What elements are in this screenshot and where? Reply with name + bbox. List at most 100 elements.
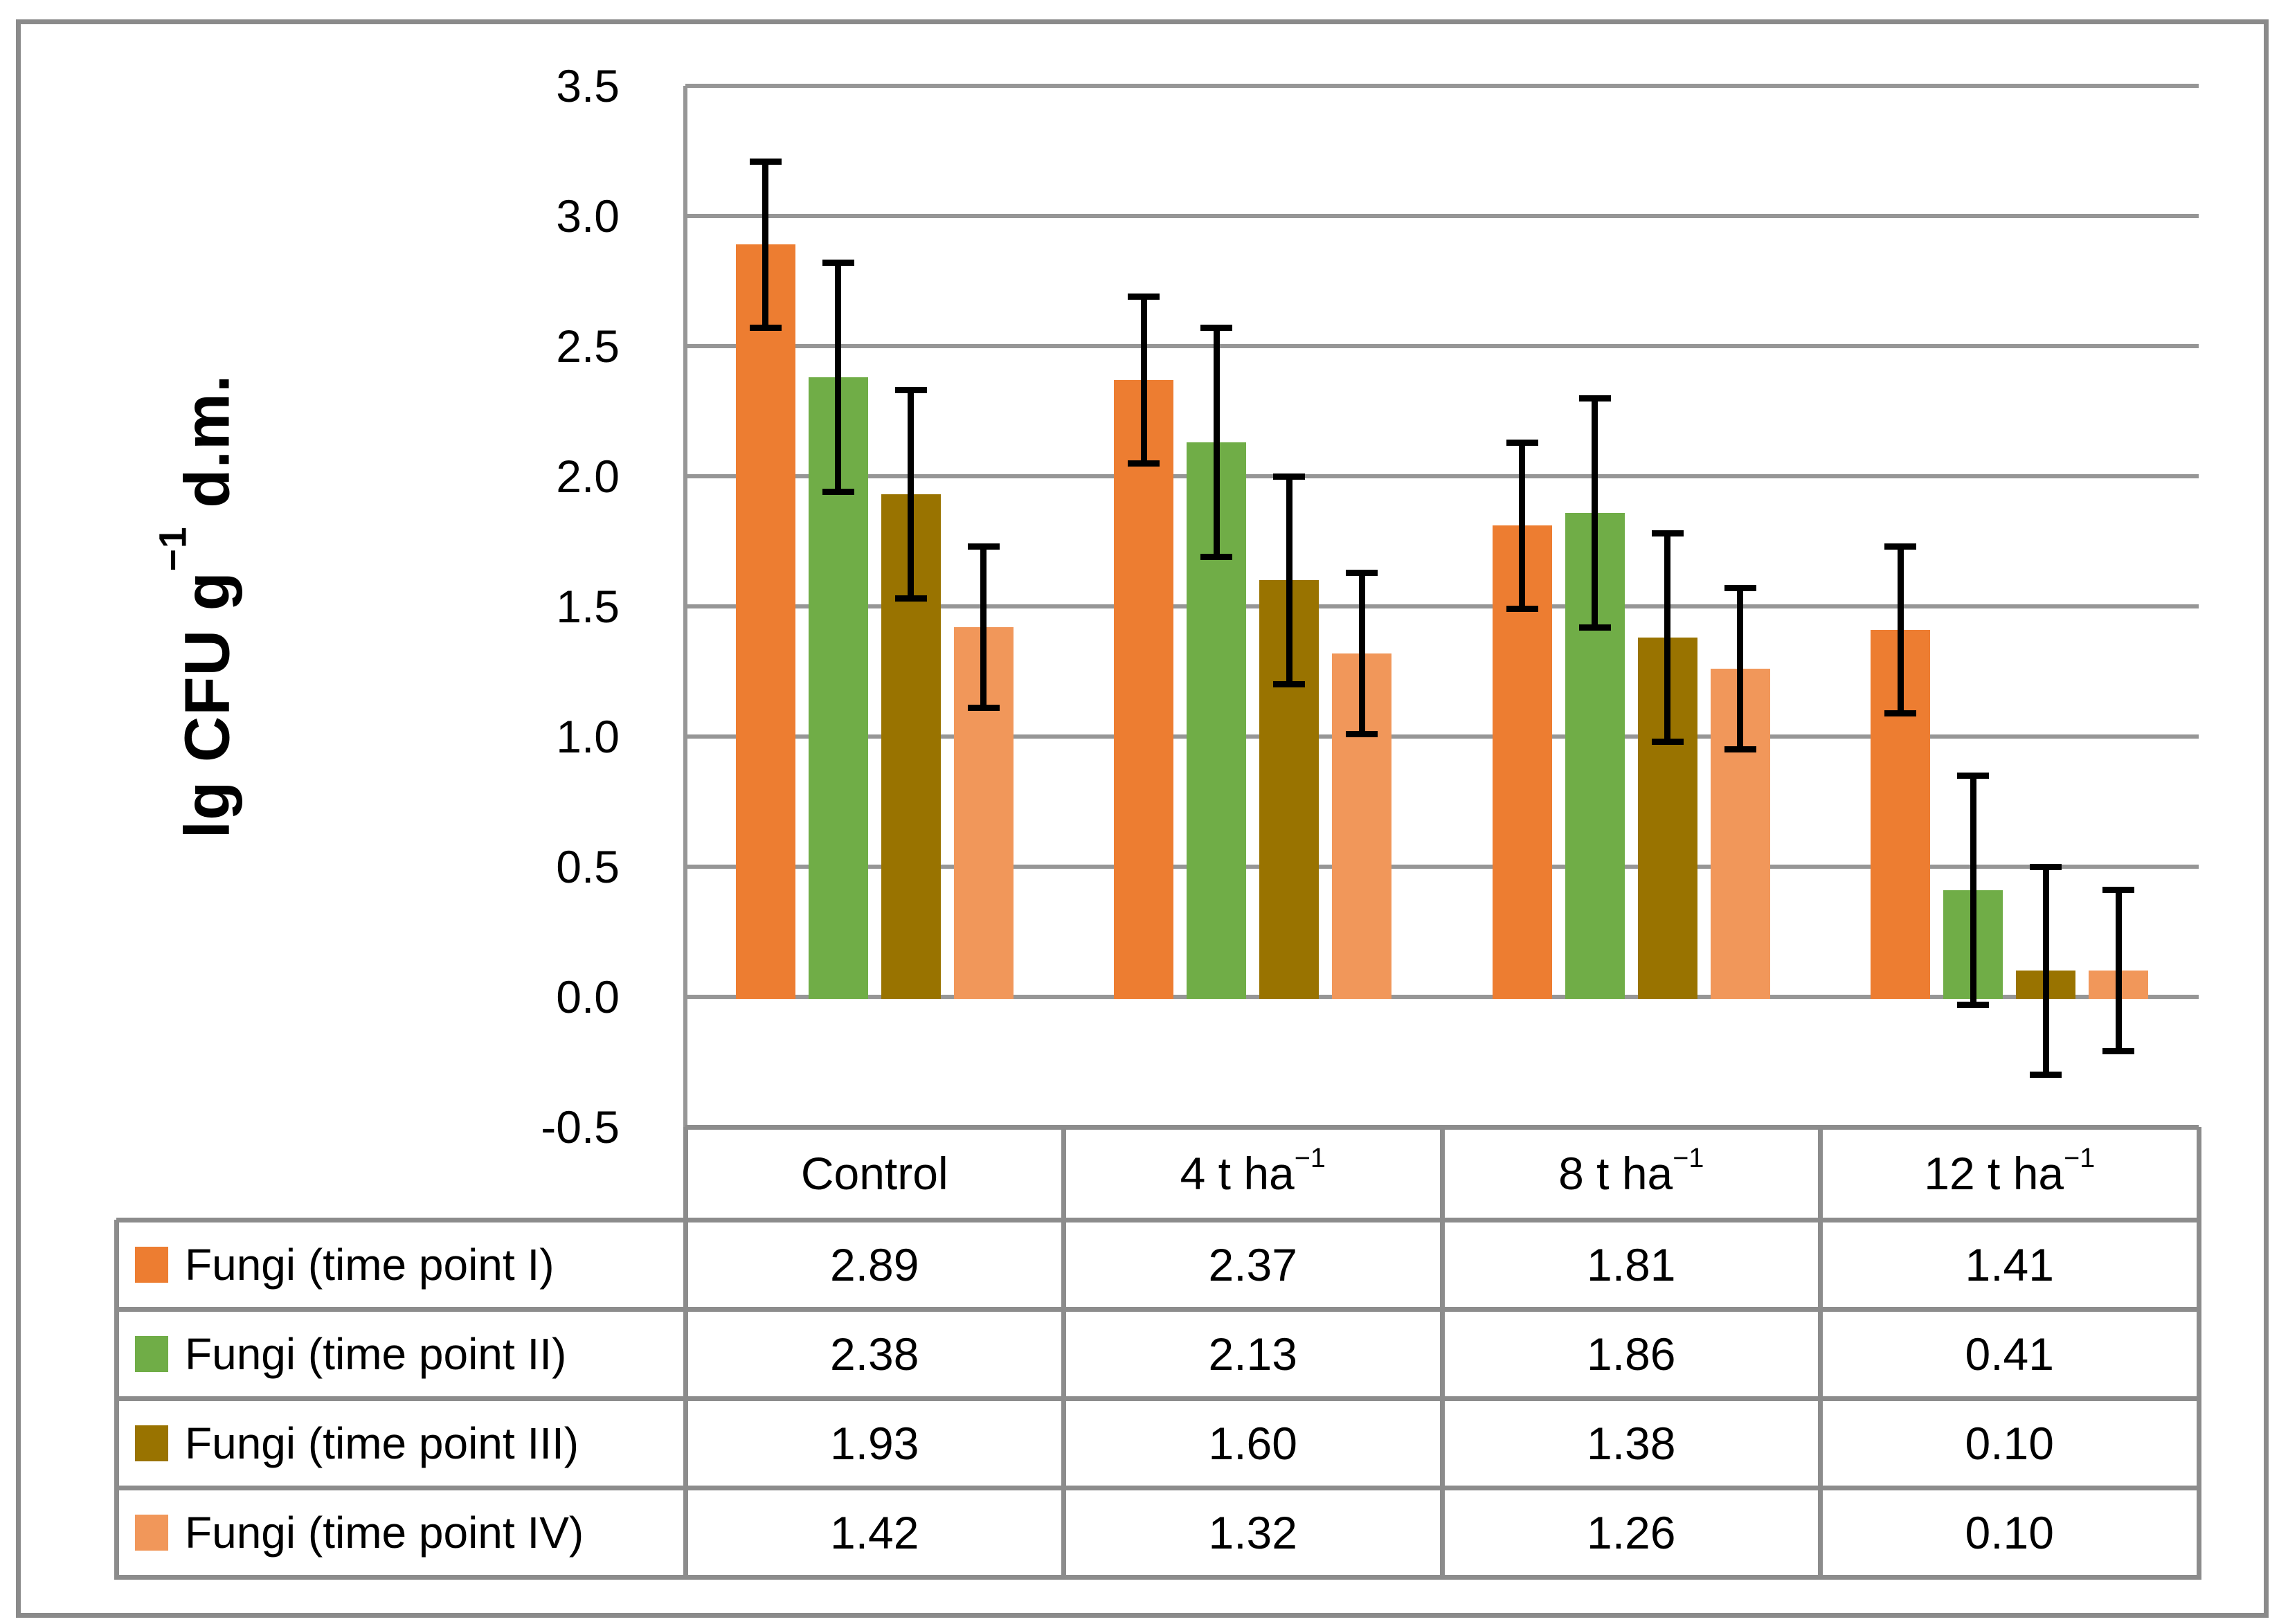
error-bar-cap-top xyxy=(1957,772,1990,779)
legend-row: Fungi (time point IV) xyxy=(135,1488,685,1577)
error-bar-cap-top xyxy=(1506,439,1538,446)
error-bar-cap-bottom xyxy=(1884,710,1917,716)
table-header-cell: 8 t ha −1 xyxy=(1558,1143,1704,1199)
y-axis-tick-label: 0.5 xyxy=(556,841,620,892)
gridline xyxy=(685,734,2199,739)
table-value-cell: 2.89 xyxy=(830,1238,919,1290)
y-axis-tick-label: 3.0 xyxy=(556,190,620,242)
y-axis-line xyxy=(683,86,687,1127)
error-bar-stem xyxy=(762,161,769,328)
error-bar-stem xyxy=(835,262,842,492)
table-value-cell: 1.60 xyxy=(1208,1417,1297,1469)
category-label: 12 t ha xyxy=(1924,1148,2064,1199)
bar xyxy=(735,244,795,999)
category-label: 8 t ha xyxy=(1558,1148,1673,1199)
error-bar-cap-bottom xyxy=(1346,730,1378,737)
table-column-border xyxy=(1061,1127,1066,1580)
legend-swatch xyxy=(135,1335,168,1372)
table-value-cell: 0.41 xyxy=(1965,1328,2054,1380)
y-axis-title: lg CFU g−1 d.m. xyxy=(151,374,244,839)
gridline xyxy=(685,214,2199,218)
table-value-cell: 0.10 xyxy=(1965,1506,2054,1558)
table-value-cell: 1.41 xyxy=(1965,1238,2054,1290)
error-bar-stem xyxy=(1970,775,1976,1005)
gridline xyxy=(685,474,2199,478)
table-header-cell: Control xyxy=(685,1127,1064,1220)
error-bar-stem xyxy=(1519,442,1526,609)
error-bar-cap-bottom xyxy=(749,325,782,332)
legend-row: Fungi (time point III) xyxy=(135,1398,685,1488)
table-column-border xyxy=(683,1127,688,1580)
y-axis-tick-label: 0.0 xyxy=(556,971,620,1022)
legend-label: Fungi (time point I) xyxy=(185,1239,555,1290)
error-bar-cap-top xyxy=(1724,585,1756,592)
error-bar-stem xyxy=(1592,398,1598,628)
table-row-border xyxy=(116,1306,2199,1312)
legend-row: Fungi (time point II) xyxy=(135,1309,685,1398)
error-bar-stem xyxy=(2042,867,2049,1075)
gridline xyxy=(685,865,2199,869)
table-value-cell: 1.38 xyxy=(1587,1417,1676,1469)
legend-row: Fungi (time point I) xyxy=(135,1220,685,1309)
gridline xyxy=(685,344,2199,348)
table-value-cell: 1.32 xyxy=(1208,1506,1297,1558)
error-bar-cap-top xyxy=(1578,395,1611,402)
table-value-cell: 1.42 xyxy=(830,1506,919,1558)
error-bar-stem xyxy=(1664,533,1671,742)
y-axis-title-superscript: −1 xyxy=(151,526,195,572)
table-row-border xyxy=(116,1396,2199,1401)
chart-plot-area xyxy=(683,84,2199,1127)
table-left-border xyxy=(114,1220,119,1580)
error-bar-stem xyxy=(1897,546,1904,714)
error-bar-stem xyxy=(1140,296,1147,464)
legend-swatch xyxy=(135,1246,168,1283)
error-bar-stem xyxy=(908,390,915,599)
table-value-cell: 2.37 xyxy=(1208,1238,1297,1290)
table-column-border xyxy=(1818,1127,1823,1580)
table-value-cell: 1.81 xyxy=(1587,1238,1676,1290)
error-bar-cap-top xyxy=(1346,569,1378,576)
error-bar-cap-bottom xyxy=(1128,460,1160,467)
error-bar-cap-top xyxy=(2030,863,2062,870)
error-bar-cap-bottom xyxy=(1957,1001,1990,1008)
error-bar-stem xyxy=(1737,588,1744,750)
error-bar-stem xyxy=(1286,476,1292,685)
error-bar-stem xyxy=(980,546,987,708)
table-value-cell: 2.13 xyxy=(1208,1328,1297,1380)
error-bar-cap-bottom xyxy=(1578,624,1611,631)
error-bar-stem xyxy=(1213,327,1220,557)
error-bar-cap-bottom xyxy=(2030,1072,2062,1079)
error-bar-cap-top xyxy=(1651,530,1684,537)
table-row-border xyxy=(116,1485,2199,1490)
table-column-border xyxy=(1439,1127,1445,1580)
error-bar-stem xyxy=(1358,572,1365,734)
error-bar-cap-bottom xyxy=(1273,681,1306,688)
y-axis-tick-label: 3.5 xyxy=(556,60,620,111)
error-bar-cap-top xyxy=(822,260,854,267)
error-bar-cap-top xyxy=(1128,294,1160,300)
table-right-border xyxy=(2196,1127,2201,1580)
y-axis-tick-label: 1.5 xyxy=(556,581,620,632)
error-bar-cap-bottom xyxy=(967,705,1000,712)
y-axis-tick-label: -0.5 xyxy=(541,1101,620,1153)
error-bar-cap-bottom xyxy=(1724,746,1756,753)
category-label: 4 t ha xyxy=(1180,1148,1295,1199)
y-axis-title-text: lg CFU g xyxy=(172,571,243,839)
table-value-cell: 1.26 xyxy=(1587,1506,1676,1558)
y-axis-tick-label: 1.0 xyxy=(556,711,620,762)
table-row-border xyxy=(116,1217,2199,1222)
y-axis-tick-label: 2.5 xyxy=(556,321,620,372)
error-bar-cap-bottom xyxy=(2102,1048,2135,1055)
y-axis-tick-label: 2.0 xyxy=(556,451,620,502)
table-value-cell: 1.86 xyxy=(1587,1328,1676,1380)
bar xyxy=(1114,379,1174,999)
table-value-cell: 0.10 xyxy=(1965,1417,2054,1469)
legend-swatch xyxy=(135,1425,168,1461)
y-axis-title-suffix: d.m. xyxy=(172,374,243,527)
category-label: Control xyxy=(800,1148,948,1199)
legend-label: Fungi (time point II) xyxy=(185,1328,567,1379)
gridline xyxy=(685,995,2199,999)
table-header-cell: 12 t ha −1 xyxy=(1924,1143,2096,1199)
legend-label: Fungi (time point III) xyxy=(185,1418,579,1468)
gridline xyxy=(685,604,2199,608)
